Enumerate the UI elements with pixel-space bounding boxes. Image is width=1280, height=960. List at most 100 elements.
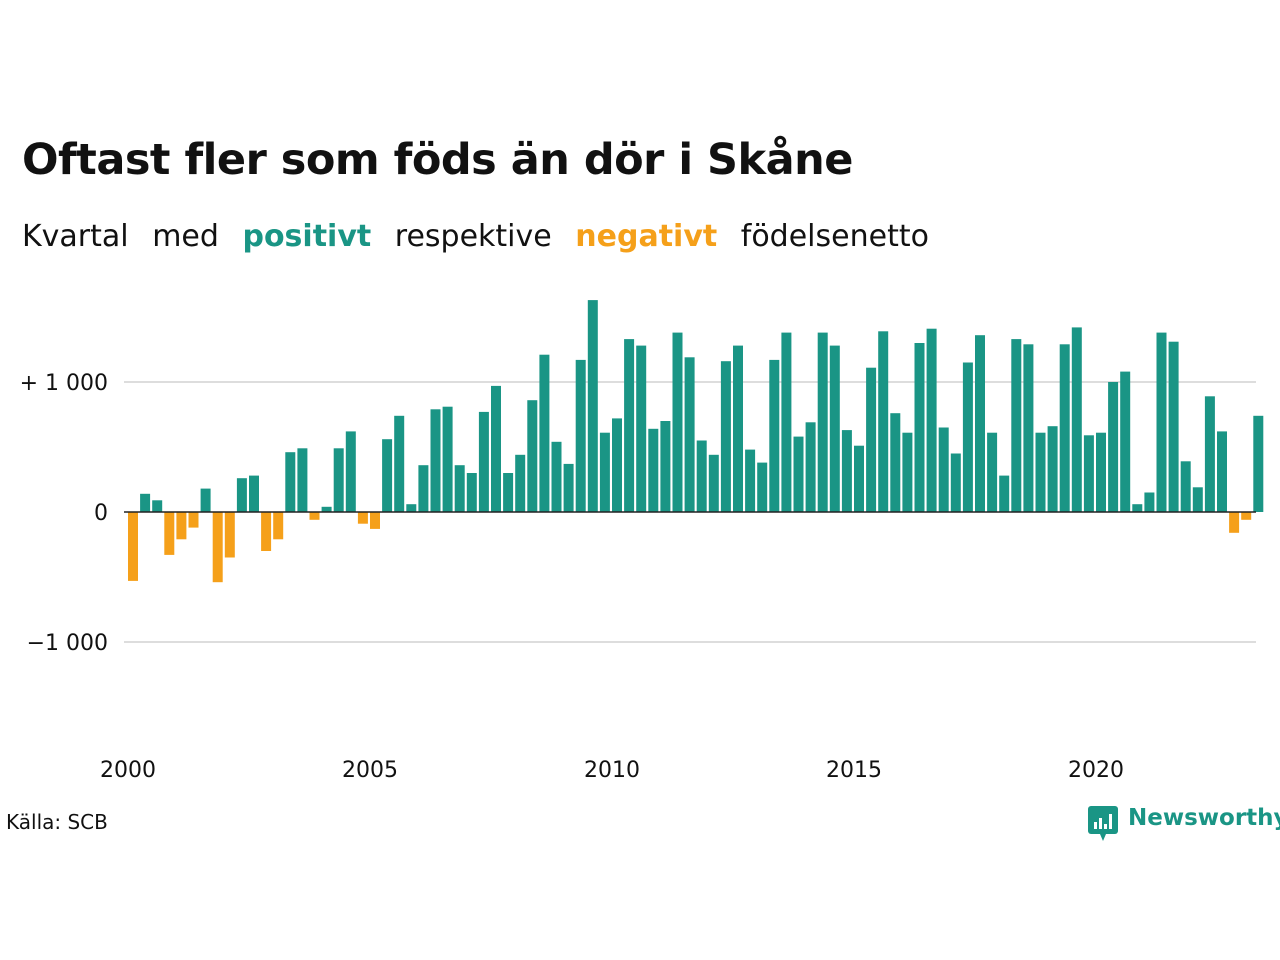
bar-positive xyxy=(249,475,259,512)
bar-positive xyxy=(491,385,501,512)
source-note: Källa: SCB xyxy=(6,810,108,834)
x-tick-label: 2000 xyxy=(100,758,156,783)
bar-positive xyxy=(987,432,998,512)
bar-positive xyxy=(1083,435,1094,512)
bar-negative xyxy=(261,512,272,551)
bar-positive xyxy=(745,449,756,512)
bar-positive xyxy=(890,413,901,512)
subtitle-positive-word: positivt xyxy=(242,219,372,254)
x-tick-label: 2010 xyxy=(584,758,640,783)
bar-negative xyxy=(357,512,368,524)
newsworthy-logo-text: Newsworthy xyxy=(1128,805,1280,831)
y-tick-label: −1 000 xyxy=(27,631,108,656)
bar-negative xyxy=(176,512,187,540)
bar-positive xyxy=(599,432,610,512)
bar-positive xyxy=(551,441,562,512)
bar-positive xyxy=(1071,327,1082,512)
bar-positive xyxy=(587,300,598,512)
bar-positive xyxy=(345,431,356,512)
bar-positive xyxy=(1023,344,1034,512)
bar-negative xyxy=(1229,512,1240,533)
bar-positive xyxy=(926,328,937,512)
y-tick-label: + 1 000 xyxy=(20,371,108,396)
bar-positive xyxy=(454,465,465,512)
bar-positive xyxy=(999,475,1010,512)
bar-positive xyxy=(805,422,816,512)
bar-positive xyxy=(575,359,586,512)
bar-positive xyxy=(612,418,622,512)
bar-positive xyxy=(866,367,877,512)
y-tick-label: 0 xyxy=(94,501,108,526)
subtitle-text-1: Kvartal xyxy=(22,219,129,254)
bar-positive xyxy=(902,432,913,512)
bar-positive xyxy=(696,440,707,512)
subtitle-negative-word: negativt xyxy=(575,219,718,254)
bar-positive xyxy=(1204,396,1215,512)
bar-negative xyxy=(309,512,320,520)
bar-positive xyxy=(648,428,659,512)
bar-positive xyxy=(684,357,695,512)
bar-positive xyxy=(1168,341,1179,512)
bar-positive xyxy=(297,448,308,512)
bar-positive xyxy=(829,345,840,512)
subtitle-text-2: med xyxy=(152,219,219,254)
bar-positive xyxy=(1096,432,1106,512)
bar-positive xyxy=(200,488,211,512)
bar-positive xyxy=(394,415,405,512)
bar-negative xyxy=(370,512,380,529)
bar-positive xyxy=(914,343,925,512)
x-tick-label: 2020 xyxy=(1068,758,1124,783)
bar-positive xyxy=(950,453,961,512)
bar-positive xyxy=(1217,431,1227,512)
bar-positive xyxy=(938,427,949,512)
bar-positive xyxy=(672,332,683,512)
bar-negative xyxy=(273,512,284,540)
bar-positive xyxy=(515,454,526,512)
bar-positive xyxy=(757,462,768,512)
bar-negative xyxy=(164,512,175,555)
bar-positive xyxy=(333,448,344,512)
x-tick-label: 2005 xyxy=(342,758,398,783)
bar-positive xyxy=(1253,415,1264,512)
bar-positive xyxy=(720,361,731,512)
subtitle-text-3: respektive xyxy=(394,219,552,254)
bar-positive xyxy=(539,354,550,512)
bar-positive xyxy=(236,478,247,512)
bar-positive xyxy=(733,345,743,512)
bar-positive xyxy=(793,436,804,512)
bar-positive xyxy=(418,465,429,512)
bar-positive xyxy=(1132,504,1143,512)
bar-positive xyxy=(769,359,780,512)
bar-positive xyxy=(1011,339,1022,512)
bar-positive xyxy=(285,452,296,512)
bar-positive xyxy=(817,332,828,512)
bar-positive xyxy=(430,409,441,512)
bar-positive xyxy=(321,506,332,512)
bar-positive xyxy=(708,454,719,512)
bar-positive xyxy=(854,445,864,512)
bar-positive xyxy=(1035,432,1046,512)
bar-positive xyxy=(878,331,889,512)
bar-positive xyxy=(527,400,538,512)
chart-title: Oftast fler som föds än dör i Skåne xyxy=(22,135,853,185)
bar-chart: + 1 000 0 −1 000 2000 2005 2010 2015 2020 xyxy=(20,300,1264,783)
bar-positive xyxy=(152,500,163,512)
bar-positive xyxy=(1156,332,1167,512)
bar-positive xyxy=(660,421,671,512)
bar-positive xyxy=(1047,426,1058,512)
chart-subtitle: Kvartal med positivt respektive negativt… xyxy=(22,216,943,258)
bar-positive xyxy=(503,473,514,512)
bar-positive xyxy=(1144,492,1155,512)
bar-negative xyxy=(212,512,223,583)
subtitle-text-4: födelsenetto xyxy=(740,219,929,254)
bar-negative xyxy=(188,512,199,528)
bar-positive xyxy=(975,335,985,512)
bar-negative xyxy=(224,512,235,558)
bar-positive xyxy=(1120,371,1131,512)
bar-positive xyxy=(1059,344,1070,512)
bar-positive xyxy=(406,504,417,512)
bar-negative xyxy=(128,512,138,581)
bar-positive xyxy=(442,406,453,512)
bar-positive xyxy=(140,493,151,512)
newsworthy-logo-icon xyxy=(1088,806,1118,841)
